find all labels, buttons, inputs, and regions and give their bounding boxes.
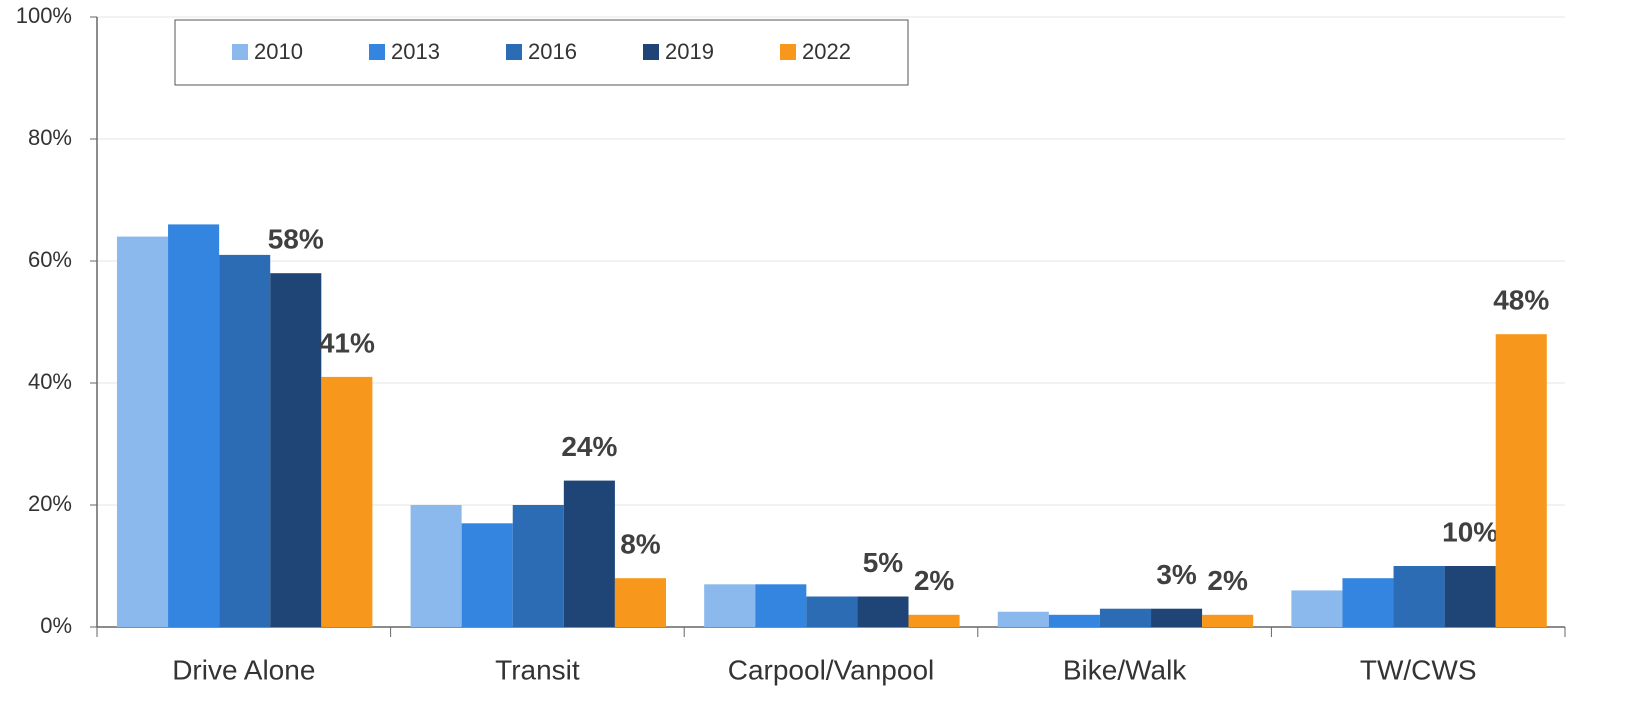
x-tick-label: Transit	[495, 654, 580, 685]
bar	[219, 254, 271, 627]
bar	[1291, 590, 1343, 627]
bar	[704, 584, 756, 627]
y-tick-label: 100%	[16, 3, 72, 28]
data-label: 58%	[268, 224, 324, 255]
x-tick-label: Drive Alone	[172, 654, 315, 685]
y-tick-label: 60%	[28, 247, 72, 272]
bar	[1342, 578, 1394, 627]
y-tick-label: 40%	[28, 369, 72, 394]
bar	[755, 584, 807, 627]
y-tick-label: 0%	[40, 613, 72, 638]
legend-swatch	[232, 44, 248, 60]
data-label: 41%	[319, 327, 375, 358]
bar	[1099, 608, 1152, 627]
legend-label: 2016	[528, 39, 577, 64]
data-label: 10%	[1442, 516, 1498, 547]
bar	[908, 614, 960, 627]
bar	[1444, 566, 1496, 627]
legend-swatch	[506, 44, 522, 60]
legend-swatch	[643, 44, 659, 60]
y-tick-label: 80%	[28, 125, 72, 150]
bar	[806, 596, 858, 627]
bar	[321, 376, 373, 627]
bar	[614, 578, 666, 627]
bar	[563, 480, 615, 627]
data-label: 2%	[1207, 565, 1248, 596]
legend-swatch	[369, 44, 385, 60]
bar	[410, 505, 462, 627]
legend-label: 2010	[254, 39, 303, 64]
legend-label: 2022	[802, 39, 851, 64]
x-tick-label: TW/CWS	[1360, 654, 1477, 685]
data-label: 5%	[863, 547, 904, 578]
legend-label: 2019	[665, 39, 714, 64]
bar	[1393, 566, 1445, 627]
bar	[461, 523, 513, 627]
data-label: 2%	[914, 565, 955, 596]
bar	[1202, 614, 1254, 627]
data-label: 3%	[1156, 559, 1197, 590]
data-label: 24%	[561, 431, 617, 462]
bar	[512, 505, 564, 627]
legend-swatch	[780, 44, 796, 60]
bar	[1495, 334, 1547, 627]
x-tick-label: Bike/Walk	[1063, 654, 1187, 685]
bar	[168, 224, 220, 627]
bar	[997, 611, 1049, 627]
bar	[270, 273, 322, 627]
x-tick-label: Carpool/Vanpool	[728, 654, 935, 685]
legend-label: 2013	[391, 39, 440, 64]
bar	[857, 596, 909, 627]
data-label: 48%	[1493, 285, 1549, 316]
y-tick-label: 20%	[28, 491, 72, 516]
bar	[1151, 608, 1203, 627]
bar	[116, 236, 169, 627]
data-label: 8%	[620, 529, 661, 560]
bar	[1048, 614, 1100, 627]
